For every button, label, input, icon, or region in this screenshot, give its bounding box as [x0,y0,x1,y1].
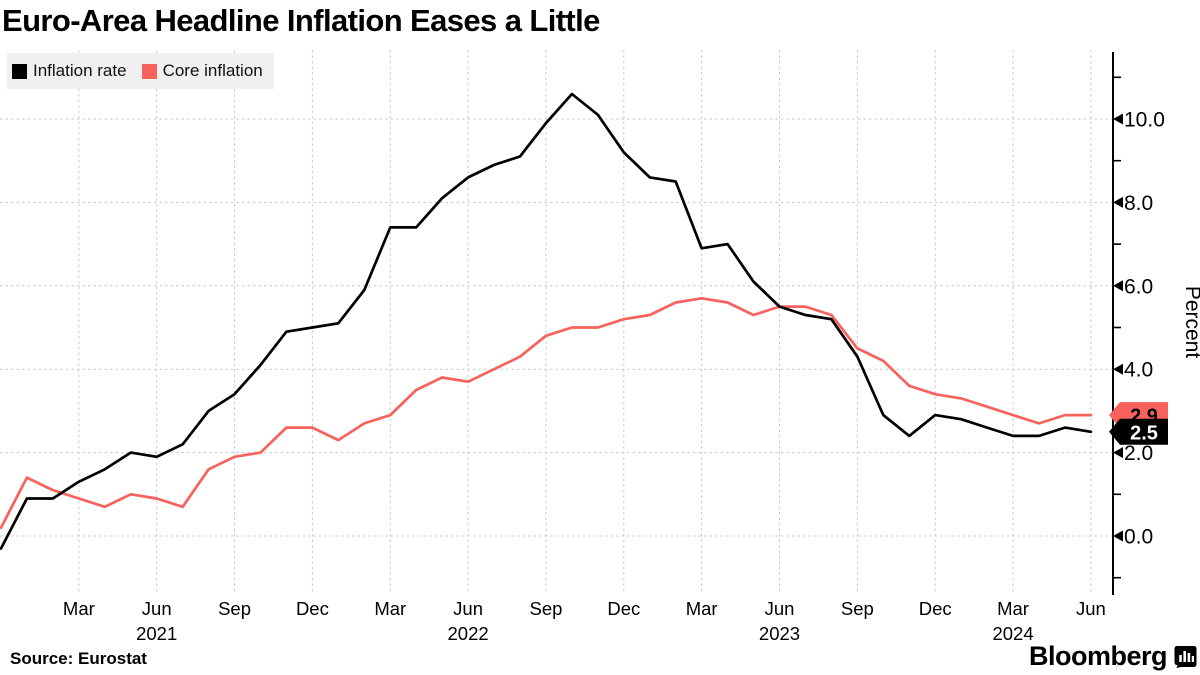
bloomberg-wordmark: Bloomberg [1028,641,1168,671]
x-tick-label: Dec [919,598,952,619]
x-tick-label: Sep [529,598,562,619]
y-tick-label: 2.0 [1124,442,1153,465]
chart-title: Euro-Area Headline Inflation Eases a Lit… [2,3,600,38]
x-year-label: 2021 [136,623,177,644]
x-tick-label: Jun [142,598,172,619]
x-year-label: 2024 [992,623,1033,644]
core-inflation-legend-label: Core inflation [162,61,263,80]
x-tick-label: Mar [997,598,1029,619]
bloomberg-icon [1174,646,1197,668]
y-major-tick-arrow [1113,113,1123,125]
x-tick-label: Jun [1076,598,1106,619]
y-major-tick-arrow [1113,196,1123,208]
y-major-tick-arrow [1113,363,1123,375]
x-tick-label: Mar [374,598,406,619]
bloomberg-logo: Bloomberg [1029,641,1197,672]
x-year-label: 2022 [448,623,489,644]
x-tick-label: Sep [841,598,874,619]
x-tick-label: Dec [607,598,640,619]
inflation-rate-legend-label: Inflation rate [33,61,127,80]
x-tick-label: Mar [63,598,95,619]
x-tick-label: Dec [296,598,329,619]
y-major-tick-arrow [1113,280,1123,292]
x-year-label: 2023 [759,623,800,644]
legend: Inflation rate Core inflation [7,53,274,89]
legend-item-core-inflation: Core inflation [141,61,263,81]
x-tick-label: Sep [218,598,251,619]
legend-item-inflation-rate: Inflation rate [12,61,127,81]
x-tick-label: Mar [686,598,718,619]
y-major-tick-arrow [1113,530,1123,542]
source-label: Source: Eurostat [10,649,147,668]
y-tick-label: 0.0 [1124,526,1153,549]
y-axis-title: Percent [1181,286,1200,359]
y-tick-label: 6.0 [1124,275,1153,298]
inflation-rate-swatch [12,63,27,79]
core-inflation-swatch [141,63,157,79]
y-tick-label: 8.0 [1124,192,1153,215]
inflation-rate-value-tag [1109,418,1168,445]
y-tick-label: 4.0 [1124,359,1153,382]
x-tick-label: Jun [765,598,795,619]
y-tick-label: 10.0 [1124,109,1165,132]
core-inflation-line [0,296,1093,530]
inflation-rate-line [0,92,1093,550]
x-tick-label: Jun [453,598,483,619]
end-value-label: 2.5 [1130,422,1158,444]
y-major-tick-arrow [1113,447,1123,459]
